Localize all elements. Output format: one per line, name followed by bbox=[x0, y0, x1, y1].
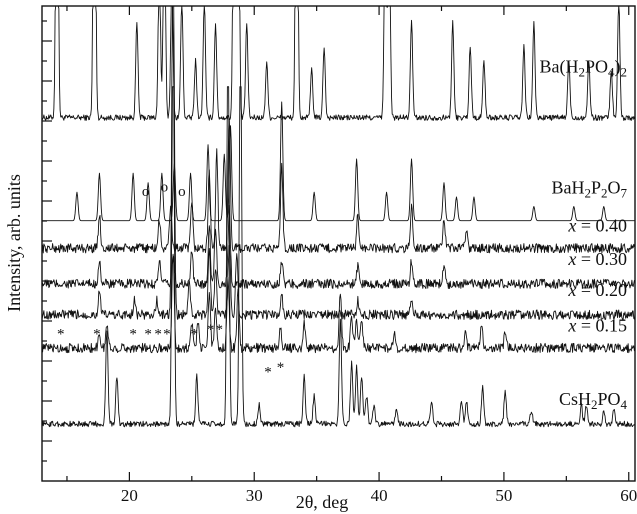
series-line bbox=[41, 253, 636, 354]
series-label: x = 0.30 bbox=[567, 249, 627, 269]
star-marker: * bbox=[264, 365, 272, 381]
series-labels: Ba(H2PO4)2 BaH2P2O7 x = 0.40 x = 0.30 x = 0.… bbox=[539, 57, 627, 413]
series-label: x = 0.15 bbox=[567, 315, 627, 335]
series-line bbox=[42, 101, 635, 222]
circle-marker: o bbox=[161, 179, 169, 195]
circle-marker: o bbox=[178, 184, 186, 200]
star-marker: * bbox=[191, 327, 199, 343]
y-axis-title: Intensity, arb. units bbox=[4, 174, 24, 312]
series-line bbox=[41, 5, 636, 320]
series-label: BaH2P2O7 bbox=[551, 178, 627, 201]
series-line bbox=[41, 5, 636, 121]
x-tick-label: 30 bbox=[246, 486, 263, 505]
series-label: Ba(H2PO4)2 bbox=[539, 57, 627, 80]
x-tick-label: 40 bbox=[371, 486, 388, 505]
diffraction-curves bbox=[41, 5, 636, 428]
circle-marker: o bbox=[142, 184, 150, 200]
star-marker: * bbox=[154, 327, 162, 343]
axis-ticks: 20 30 40 50 60 bbox=[42, 6, 637, 505]
x-tick-label: 50 bbox=[495, 486, 512, 505]
x-tick-label: 20 bbox=[121, 486, 138, 505]
x-axis-title: 2θ, deg bbox=[296, 492, 349, 512]
star-marker: * bbox=[93, 327, 101, 343]
star-marker: * bbox=[129, 327, 137, 343]
series-line bbox=[41, 117, 636, 254]
phase-markers: * * * * * * * * ** *o o o bbox=[57, 179, 284, 380]
plot-frame bbox=[41, 5, 636, 482]
star-marker: * bbox=[207, 322, 215, 338]
series-line bbox=[41, 86, 636, 428]
star-marker: * bbox=[144, 327, 152, 343]
series-line bbox=[41, 204, 636, 290]
star-marker: * bbox=[163, 327, 171, 343]
x-tick-label: 60 bbox=[620, 486, 637, 505]
series-label: CsH2PO4 bbox=[559, 389, 628, 412]
series-label: x = 0.20 bbox=[567, 280, 627, 300]
series-label: x = 0.40 bbox=[567, 216, 627, 236]
star-marker: * bbox=[277, 360, 285, 376]
star-marker: * bbox=[57, 327, 65, 343]
star-marker: * bbox=[216, 322, 224, 338]
